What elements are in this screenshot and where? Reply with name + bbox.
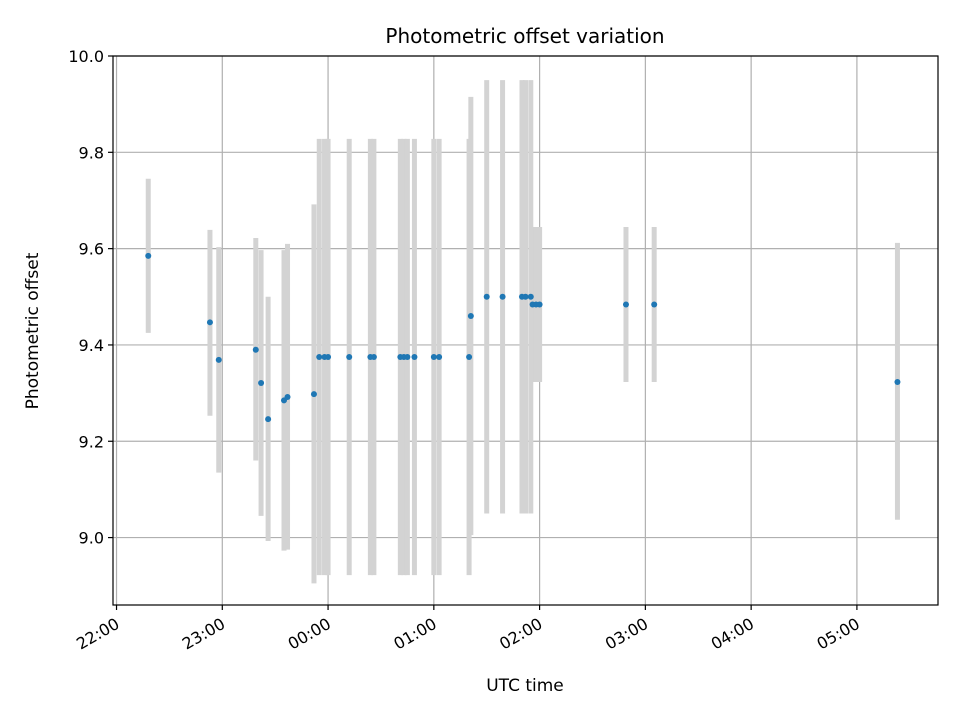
data-point [499, 293, 506, 300]
data-point [466, 353, 473, 360]
data-point [215, 356, 222, 363]
y-tick-label: 9.4 [79, 336, 104, 355]
data-point [436, 353, 443, 360]
x-tick-label: 05:00 [813, 614, 862, 654]
data-point [145, 252, 152, 259]
x-tick-label: 04:00 [708, 614, 757, 654]
data-point [252, 346, 259, 353]
data-point [404, 353, 411, 360]
x-tick-label: 00:00 [285, 614, 334, 654]
data-point [284, 393, 291, 400]
data-point [325, 353, 332, 360]
data-point [258, 379, 265, 386]
data-points [145, 252, 901, 423]
data-point [346, 353, 353, 360]
x-axis-label: UTC time [486, 676, 564, 696]
data-point [411, 353, 418, 360]
data-point [370, 353, 377, 360]
data-point [310, 391, 317, 398]
y-axis-ticks: 9.0 9.2 9.4 9.6 9.8 10.0 [68, 47, 113, 548]
x-tick-label: 01:00 [390, 614, 439, 654]
data-point [527, 293, 534, 300]
y-tick-label: 9.2 [79, 432, 104, 451]
y-tick-label: 9.0 [79, 529, 104, 548]
x-tick-label: 03:00 [602, 614, 651, 654]
data-point [467, 313, 474, 320]
data-point [522, 293, 529, 300]
plot-frame [112, 55, 939, 606]
y-tick-label: 10.0 [68, 47, 104, 66]
data-point [622, 301, 629, 308]
data-point [265, 416, 272, 423]
data-point [483, 293, 490, 300]
y-axis-label: Photometric offset [23, 252, 43, 409]
chart-title: Photometric offset variation [385, 24, 664, 48]
data-point [536, 301, 543, 308]
data-point [430, 353, 437, 360]
data-point [651, 301, 658, 308]
data-point [206, 319, 213, 326]
data-point [894, 379, 901, 386]
data-point [316, 353, 323, 360]
x-tick-label: 22:00 [73, 614, 122, 654]
x-tick-label: 23:00 [179, 614, 228, 654]
y-tick-label: 9.6 [79, 240, 104, 259]
error-bars [145, 80, 900, 584]
x-tick-label: 02:00 [496, 614, 545, 654]
x-axis-ticks: 22:00 23:00 00:00 01:00 02:00 03:00 04:00 05:00 [73, 605, 863, 654]
y-tick-label: 9.8 [79, 143, 104, 162]
